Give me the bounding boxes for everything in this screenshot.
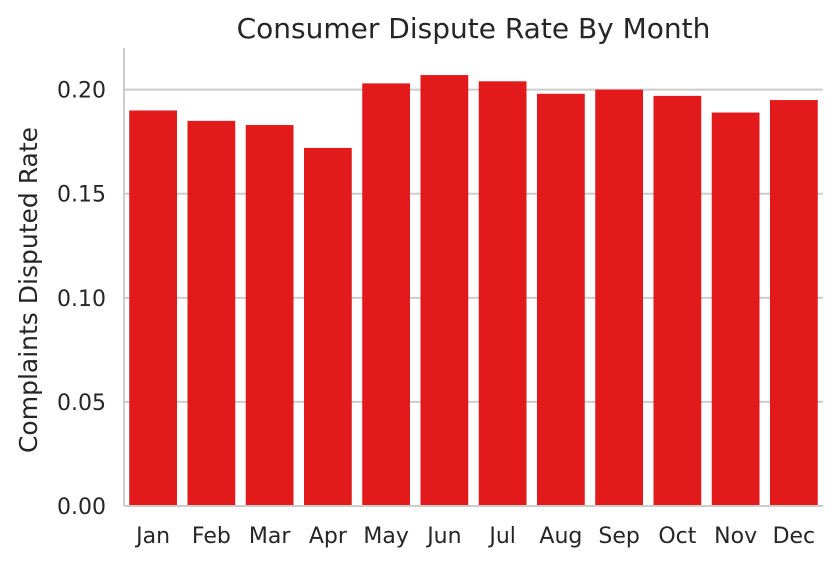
bar-feb — [187, 120, 236, 506]
bar-jun — [420, 75, 469, 507]
bar-nov — [711, 112, 760, 506]
x-tick-label: Mar — [249, 524, 291, 549]
bar-jan — [129, 110, 178, 507]
x-tick-label: Feb — [192, 524, 231, 549]
bar-oct — [653, 95, 702, 506]
bar-apr — [303, 147, 352, 506]
y-tick-label: 0.10 — [57, 287, 106, 312]
bar-jul — [478, 81, 527, 507]
y-axis-label: Complaints Disputed Rate — [14, 127, 43, 453]
x-tick-label: May — [363, 524, 408, 549]
x-tick-label: Nov — [714, 524, 757, 549]
gridlines — [124, 88, 823, 403]
bars — [129, 75, 818, 507]
bar-aug — [536, 93, 585, 507]
x-tick-labels: Jan Feb Mar Apr May Jun Jul Aug Sep Oct Nov Dec — [134, 524, 815, 549]
bar-may — [362, 83, 411, 507]
y-tick-label: 0.15 — [57, 183, 106, 208]
chart-title: Consumer Dispute Rate By Month — [237, 12, 711, 45]
x-tick-label: Apr — [309, 524, 348, 549]
y-tick-label: 0.05 — [57, 391, 106, 416]
y-tick-label: 0.00 — [57, 495, 106, 520]
bar-dec — [769, 100, 818, 506]
y-tick-labels: 0.00 0.05 0.10 0.15 0.20 — [57, 79, 106, 520]
bar-mar — [245, 125, 294, 506]
axes — [123, 48, 823, 507]
y-tick-label: 0.20 — [57, 79, 106, 104]
x-tick-label: Aug — [539, 524, 582, 549]
x-tick-label: Dec — [773, 524, 816, 549]
x-tick-label: Jan — [134, 524, 170, 549]
x-tick-label: Oct — [658, 524, 696, 549]
x-tick-label: Jul — [487, 524, 516, 549]
x-tick-label: Jun — [425, 524, 461, 549]
x-tick-label: Sep — [598, 524, 639, 549]
bar-sep — [595, 89, 644, 507]
